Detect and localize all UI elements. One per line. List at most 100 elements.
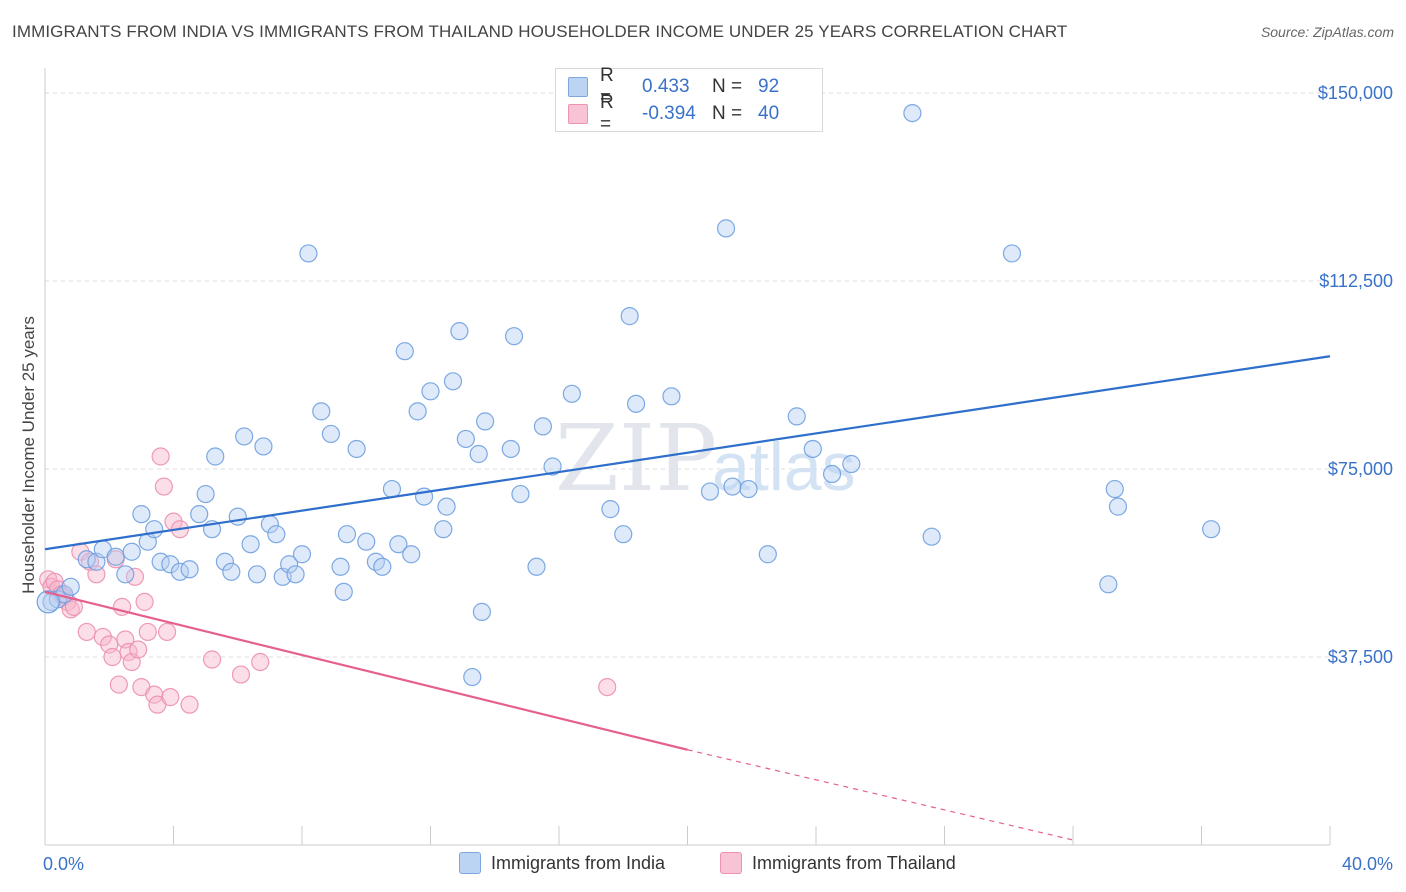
thailand-point-15 (103, 647, 122, 667)
india-n-value: 92 (758, 76, 780, 97)
legend-row-india: R = 0.433 N = 92 (568, 65, 780, 108)
watermark-atlas: atlas (712, 429, 856, 505)
india-point-34 (299, 244, 318, 263)
india-point-54 (450, 322, 469, 341)
india-point-86 (1108, 497, 1128, 516)
india-point-24 (235, 427, 254, 446)
india-point-7 (106, 547, 125, 566)
india-point-62 (511, 484, 530, 504)
series-india (36, 103, 1221, 687)
india-point-78 (803, 439, 822, 459)
india-point-9 (122, 542, 141, 561)
india-point-36 (321, 424, 341, 444)
y-tick-label-0: $37,500 (1328, 647, 1393, 667)
india-point-58 (472, 602, 491, 621)
india-point-61 (504, 327, 524, 346)
india-point-8 (116, 565, 135, 584)
india-point-37 (331, 557, 350, 576)
india-point-59 (476, 412, 495, 431)
india-point-57 (469, 444, 488, 464)
thailand-point-31 (157, 622, 177, 642)
india-point-71 (662, 387, 681, 406)
india-legend-swatch (459, 852, 481, 874)
india-point-32 (286, 565, 305, 584)
thailand-point-37 (231, 665, 251, 684)
india-point-27 (254, 437, 273, 456)
india-point-46 (395, 342, 414, 361)
india-point-43 (373, 557, 392, 576)
india-point-74 (723, 477, 742, 496)
thailand-r-value: -0.394 (642, 103, 696, 124)
india-swatch (568, 77, 588, 97)
india-point-38 (334, 582, 353, 601)
india-point-82 (922, 527, 941, 546)
india-point-69 (620, 307, 639, 326)
india-cluster-point (36, 590, 60, 614)
india-point-73 (716, 219, 736, 238)
india-point-16 (180, 560, 199, 579)
india-point-33 (292, 545, 312, 564)
india-point-67 (601, 500, 620, 519)
india-point-52 (437, 497, 456, 516)
india-point-35 (312, 402, 331, 421)
thailand-point-29 (151, 447, 170, 466)
india-point-3 (61, 577, 80, 596)
india-point-40 (347, 439, 366, 459)
legend-row-thailand: R = -0.394 N = 40 (568, 92, 780, 135)
chart-title: IMMIGRANTS FROM INDIA VS IMMIGRANTS FROM… (12, 22, 1068, 41)
india-point-75 (739, 479, 758, 499)
thailand-point-7 (61, 600, 80, 619)
india-point-51 (434, 520, 453, 539)
source-label: Source: ZipAtlas.com (1260, 24, 1394, 40)
x-tick-labels: 0.0% 40.0% (43, 854, 1393, 874)
india-point-47 (402, 545, 421, 564)
india-point-72 (700, 482, 720, 501)
thailand-swatch (568, 104, 588, 124)
thailand-point-36 (202, 650, 222, 669)
india-point-22 (222, 562, 241, 581)
india-point-84 (1099, 575, 1118, 594)
thailand-point-17 (109, 675, 128, 694)
india-trend-line (44, 355, 1331, 551)
watermark: ZIP atlas (555, 405, 856, 512)
india-point-50 (421, 382, 440, 401)
axes (44, 68, 1331, 846)
thailand-n-value: 40 (758, 103, 780, 124)
thailand-point-23 (129, 640, 148, 659)
india-point-20 (206, 447, 225, 466)
x-tick-label-0: 0.0% (43, 854, 84, 874)
thailand-point-35 (180, 695, 199, 714)
india-point-56 (463, 667, 482, 687)
india-r-label: R = (600, 65, 614, 108)
india-point-12 (145, 520, 164, 539)
y-tick-label-3: $150,000 (1318, 83, 1393, 103)
y-tick-labels: $37,500 $75,000 $112,500 $150,000 (1318, 83, 1393, 667)
india-point-17 (190, 505, 209, 524)
india-r-value: 0.433 (642, 76, 690, 97)
india-point-55 (456, 429, 475, 449)
india-point-87 (1202, 520, 1221, 539)
thailand-r-label: R = (600, 92, 614, 135)
india-point-80 (842, 454, 861, 474)
india-point-45 (389, 535, 408, 554)
india-point-66 (562, 384, 581, 403)
thailand-point-30 (154, 477, 173, 496)
india-point-48 (408, 402, 427, 421)
series-legend: Immigrants from India Immigrants from Th… (0, 852, 1406, 878)
y-tick-label-2: $112,500 (1319, 271, 1393, 291)
thailand-point-13 (93, 627, 112, 647)
india-point-23 (228, 507, 247, 526)
thailand-legend-label: Immigrants from Thailand (752, 852, 956, 873)
thailand-point-12 (87, 565, 106, 584)
india-point-21 (215, 552, 234, 571)
india-point-70 (626, 394, 646, 413)
india-legend-label: Immigrants from India (491, 852, 666, 873)
thailand-trend-extension (687, 749, 1074, 841)
thailand-point-25 (135, 592, 154, 611)
india-point-44 (382, 479, 402, 499)
india-point-26 (247, 565, 267, 584)
india-point-76 (758, 545, 777, 564)
india-point-41 (357, 532, 376, 551)
thailand-legend-swatch (720, 852, 742, 874)
